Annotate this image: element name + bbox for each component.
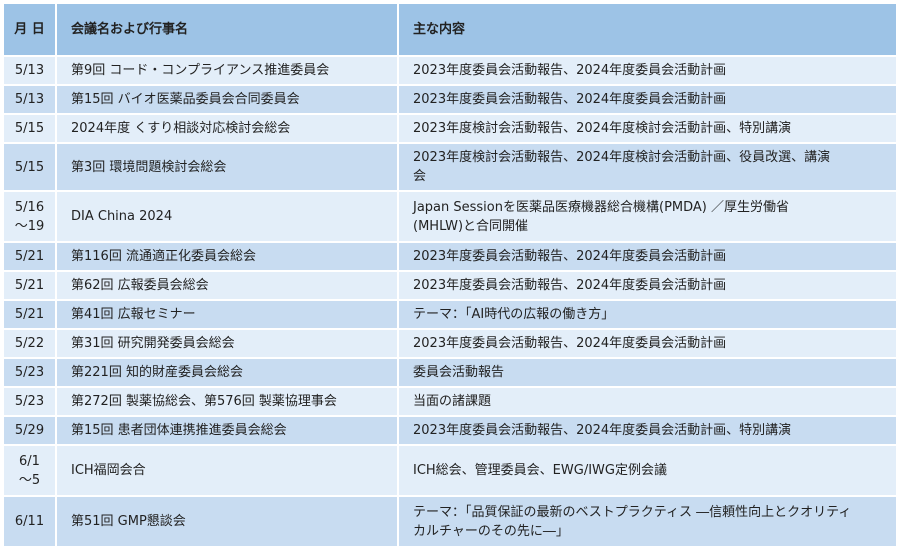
table-row: 5/21 第116回 流通適正化委員会総会 2023年度委員会活動報告、2024年度… bbox=[4, 243, 896, 270]
table-row: 5/13 第9回 コード・コンプライアンス推進委員会 2023年度委員会活動報告、2… bbox=[4, 57, 896, 84]
name-cell: DIA China 2024 bbox=[57, 192, 397, 241]
table-row: 5/15 第3回 環境問題検討会総会 2023年度検討会活動報告、2024年度検討会… bbox=[4, 144, 896, 190]
date-cell: 6/1 ～5 bbox=[4, 446, 55, 495]
header-name: 会議名および行事名 bbox=[57, 4, 397, 55]
name-cell: 第3回 環境問題検討会総会 bbox=[57, 144, 397, 190]
name-cell: 第31回 研究開発委員会総会 bbox=[57, 330, 397, 357]
name-cell: 第116回 流通適正化委員会総会 bbox=[57, 243, 397, 270]
name-cell: 2024年度 くすり相談対応検討会総会 bbox=[57, 115, 397, 142]
date-cell: 5/15 bbox=[4, 115, 55, 142]
table-row: 5/21 第41回 広報セミナー テーマ：「AI時代の広報の働き方」 bbox=[4, 301, 896, 328]
table-row: 5/21 第62回 広報委員会総会 2023年度委員会活動報告、2024年度委員会活… bbox=[4, 272, 896, 299]
content-cell: ICH総会、管理委員会、EWG/IWG定例会議 bbox=[399, 446, 896, 495]
date-cell: 5/15 bbox=[4, 144, 55, 190]
date-cell: 5/13 bbox=[4, 57, 55, 84]
date-cell: 5/21 bbox=[4, 301, 55, 328]
table-row: 6/11 第51回 GMP懇談会 テーマ：「品質保証の最新のベストプラクティス ―信… bbox=[4, 497, 896, 546]
table-row: 5/15 2024年度 くすり相談対応検討会総会 2023年度検討会活動報告、202… bbox=[4, 115, 896, 142]
table-row: 5/13 第15回 バイオ医薬品委員会合同委員会 2023年度委員会活動報告、202… bbox=[4, 86, 896, 113]
name-cell: 第51回 GMP懇談会 bbox=[57, 497, 397, 546]
content-cell: Japan Sessionを医薬品医療機器総合機構(PMDA) ／厚生労働省 (… bbox=[399, 192, 896, 241]
name-cell: 第62回 広報委員会総会 bbox=[57, 272, 397, 299]
name-cell: 第272回 製薬協総会、第576回 製薬協理事会 bbox=[57, 388, 397, 415]
date-cell: 5/23 bbox=[4, 359, 55, 386]
content-cell: 委員会活動報告 bbox=[399, 359, 896, 386]
name-cell: 第15回 患者団体連携推進委員会総会 bbox=[57, 417, 397, 444]
table-row: 5/23 第221回 知的財産委員会総会 委員会活動報告 bbox=[4, 359, 896, 386]
content-cell: 2023年度委員会活動報告、2024年度委員会活動計画、特別講演 bbox=[399, 417, 896, 444]
table-row: 5/29 第15回 患者団体連携推進委員会総会 2023年度委員会活動報告、2024… bbox=[4, 417, 896, 444]
content-cell: 2023年度委員会活動報告、2024年度委員会活動計画 bbox=[399, 272, 896, 299]
content-cell: テーマ：「AI時代の広報の働き方」 bbox=[399, 301, 896, 328]
content-cell: 2023年度委員会活動報告、2024年度委員会活動計画 bbox=[399, 243, 896, 270]
content-cell: 2023年度検討会活動報告、2024年度検討会活動計画、役員改選、講演 会 bbox=[399, 144, 896, 190]
date-cell: 5/23 bbox=[4, 388, 55, 415]
name-cell: 第41回 広報セミナー bbox=[57, 301, 397, 328]
date-cell: 6/11 bbox=[4, 497, 55, 546]
header-date: 月 日 bbox=[4, 4, 55, 55]
content-cell: テーマ：「品質保証の最新のベストプラクティス ―信頼性向上とクオリティ カルチャ… bbox=[399, 497, 896, 546]
date-cell: 5/13 bbox=[4, 86, 55, 113]
name-cell: 第15回 バイオ医薬品委員会合同委員会 bbox=[57, 86, 397, 113]
date-cell: 5/21 bbox=[4, 272, 55, 299]
content-cell: 2023年度委員会活動報告、2024年度委員会活動計画 bbox=[399, 57, 896, 84]
content-cell: 2023年度委員会活動報告、2024年度委員会活動計画 bbox=[399, 86, 896, 113]
name-cell: 第9回 コード・コンプライアンス推進委員会 bbox=[57, 57, 397, 84]
date-cell: 5/29 bbox=[4, 417, 55, 444]
date-cell: 5/21 bbox=[4, 243, 55, 270]
date-cell: 5/22 bbox=[4, 330, 55, 357]
table-row: 6/1 ～5 ICH福岡会合 ICH総会、管理委員会、EWG/IWG定例会議 bbox=[4, 446, 896, 495]
table-header: 月 日 会議名および行事名 主な内容 bbox=[4, 4, 896, 55]
content-cell: 当面の諸課題 bbox=[399, 388, 896, 415]
name-cell: ICH福岡会合 bbox=[57, 446, 397, 495]
date-cell: 5/16 ～19 bbox=[4, 192, 55, 241]
table-row: 5/16 ～19 DIA China 2024 Japan Sessionを医薬品医… bbox=[4, 192, 896, 241]
table-row: 5/23 第272回 製薬協総会、第576回 製薬協理事会 当面の諸課題 bbox=[4, 388, 896, 415]
content-cell: 2023年度検討会活動報告、2024年度検討会活動計画、特別講演 bbox=[399, 115, 896, 142]
table-row: 5/22 第31回 研究開発委員会総会 2023年度委員会活動報告、2024年度委員… bbox=[4, 330, 896, 357]
header-content: 主な内容 bbox=[399, 4, 896, 55]
name-cell: 第221回 知的財産委員会総会 bbox=[57, 359, 397, 386]
content-cell: 2023年度委員会活動報告、2024年度委員会活動計画 bbox=[399, 330, 896, 357]
